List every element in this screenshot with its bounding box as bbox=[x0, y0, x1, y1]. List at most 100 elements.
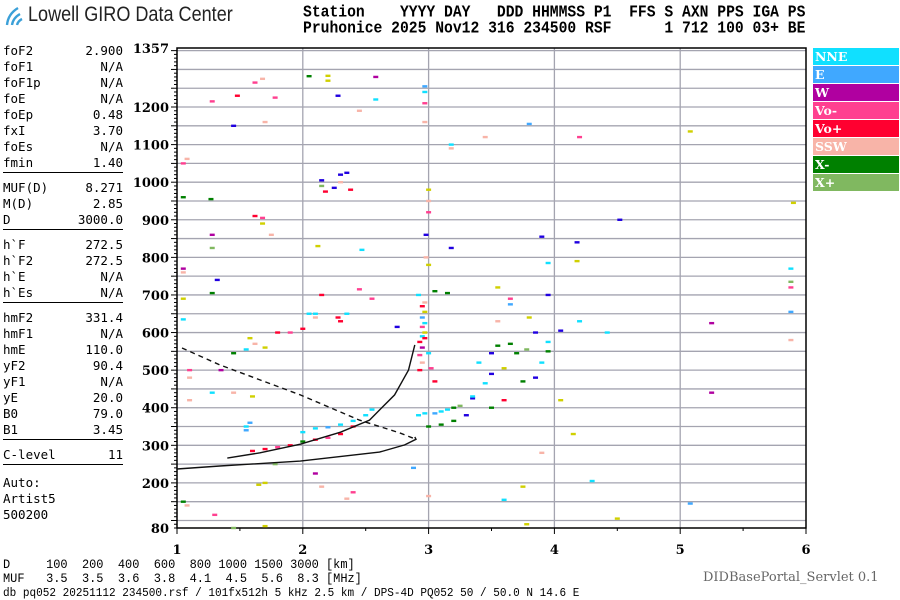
echo-point bbox=[187, 368, 193, 372]
echo-point bbox=[312, 427, 318, 430]
echo-point bbox=[709, 321, 715, 325]
echo-point bbox=[417, 368, 423, 372]
param-name: h`Es bbox=[3, 285, 34, 300]
echo-point bbox=[331, 186, 337, 190]
echo-point bbox=[348, 188, 354, 191]
param-row: yF1 N/A bbox=[3, 374, 123, 390]
echo-point bbox=[419, 361, 425, 364]
echo-point bbox=[526, 122, 532, 126]
y-tick-label: 600 bbox=[142, 327, 169, 342]
echo-point bbox=[243, 425, 249, 428]
param-value: N/A bbox=[100, 285, 123, 300]
echo-point bbox=[448, 246, 454, 250]
echo-point bbox=[514, 352, 520, 355]
param-row: h`Es N/A bbox=[3, 285, 123, 301]
echo-point bbox=[426, 494, 432, 498]
param-value: 272.5 bbox=[85, 253, 123, 268]
param-value: N/A bbox=[100, 269, 123, 284]
y-tick-label: 80 bbox=[151, 522, 169, 537]
echo-point bbox=[180, 162, 186, 165]
echo-point bbox=[687, 130, 693, 133]
echo-point bbox=[419, 316, 425, 319]
echo-point bbox=[231, 391, 237, 394]
echo-point bbox=[539, 361, 545, 364]
echo-point bbox=[218, 368, 224, 372]
echo-point bbox=[234, 94, 240, 97]
echo-point bbox=[545, 340, 551, 344]
logo: Lowell GIRO Data Center bbox=[4, 3, 266, 27]
echo-point bbox=[312, 312, 318, 315]
echo-point bbox=[325, 79, 331, 82]
echo-point bbox=[363, 414, 369, 417]
echo-point bbox=[501, 367, 507, 370]
echo-point bbox=[356, 288, 362, 291]
param-name: C-level bbox=[3, 447, 56, 462]
echo-point bbox=[422, 331, 428, 334]
param-name: D bbox=[3, 212, 11, 227]
echo-point bbox=[788, 267, 794, 270]
divider bbox=[3, 172, 123, 173]
param-value: N/A bbox=[100, 75, 123, 90]
param-value: N/A bbox=[100, 139, 123, 154]
echo-point bbox=[260, 216, 266, 220]
echo-point bbox=[426, 425, 432, 428]
file-info: db pq052 20251112 234500.rsf / 101fx512h… bbox=[3, 586, 580, 600]
y-tick-label: 500 bbox=[142, 364, 169, 379]
param-value: 3.70 bbox=[92, 123, 123, 138]
echo-point bbox=[422, 90, 428, 94]
o-trace-curve bbox=[176, 436, 417, 470]
echo-point bbox=[417, 340, 423, 344]
x-tick-label: 1 bbox=[172, 543, 181, 558]
echo-point bbox=[319, 179, 325, 182]
logo-text: Lowell GIRO Data Center bbox=[28, 3, 233, 26]
echo-point bbox=[315, 244, 321, 248]
echo-point bbox=[287, 444, 293, 447]
echo-point bbox=[180, 267, 186, 270]
echo-point bbox=[260, 222, 266, 225]
y-tick-label: 1000 bbox=[133, 176, 169, 191]
echo-point bbox=[422, 412, 428, 415]
param-value: 3.45 bbox=[92, 422, 123, 437]
param-name: fmin bbox=[3, 155, 34, 170]
signal-icon bbox=[5, 6, 23, 26]
x-tick-label: 4 bbox=[550, 543, 559, 558]
param-name: h`F2 bbox=[3, 253, 34, 268]
echo-point bbox=[558, 399, 564, 402]
echo-point bbox=[448, 143, 454, 146]
echo-point bbox=[426, 352, 432, 355]
param-name: h`E bbox=[3, 269, 26, 284]
echo-point bbox=[187, 376, 193, 379]
echo-point bbox=[208, 197, 214, 201]
param-value: 2.900 bbox=[85, 43, 123, 58]
divider bbox=[3, 464, 123, 465]
echo-point bbox=[249, 449, 255, 453]
echo-point bbox=[545, 293, 551, 297]
param-name: fxI bbox=[3, 123, 26, 138]
param-value: N/A bbox=[100, 326, 123, 341]
echo-point bbox=[319, 293, 325, 297]
param-value: N/A bbox=[100, 59, 123, 74]
param-row: foEs N/A bbox=[3, 139, 123, 155]
echo-point bbox=[262, 481, 268, 485]
y-tick-label: 800 bbox=[142, 251, 169, 266]
echo-point bbox=[231, 526, 237, 530]
legend-item-vominus: Vo- bbox=[813, 102, 899, 119]
param-row: h`F 272.5 bbox=[3, 237, 123, 253]
echo-point bbox=[495, 344, 501, 347]
echo-point bbox=[788, 280, 794, 283]
echo-point bbox=[539, 451, 545, 455]
echo-point bbox=[432, 289, 438, 293]
echo-point bbox=[312, 316, 318, 319]
echo-point bbox=[344, 497, 350, 500]
header-labels: Station YYYY DAY DDD HHMMSS P1 FFS S AXN… bbox=[303, 4, 806, 23]
echo-point bbox=[426, 263, 432, 267]
y-tick-label: 400 bbox=[142, 402, 169, 417]
param-name: hmE bbox=[3, 342, 26, 357]
echo-point bbox=[247, 421, 253, 424]
echo-point bbox=[184, 504, 190, 507]
echo-point bbox=[416, 414, 422, 417]
servlet-version: DIDBasePortal_Servlet 0.1 bbox=[703, 570, 879, 585]
echo-point bbox=[231, 352, 237, 355]
echo-point bbox=[617, 218, 623, 221]
echo-point bbox=[419, 305, 425, 308]
